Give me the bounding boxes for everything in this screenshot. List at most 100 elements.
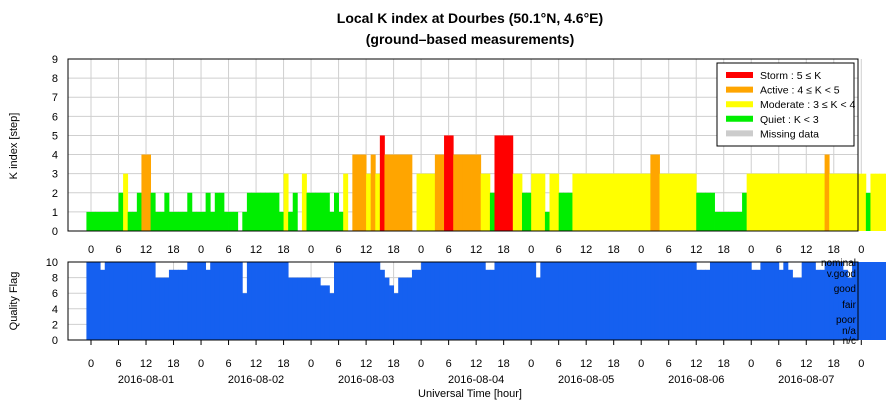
q-y-tick-label: 8 (52, 273, 58, 285)
k-bar (343, 173, 349, 231)
k-x-tick-label: 0 (418, 244, 424, 256)
k-bar (668, 173, 674, 231)
quality-bar (269, 262, 275, 340)
k-bar (659, 173, 665, 231)
quality-bar (210, 262, 216, 340)
quality-bar (457, 262, 463, 340)
k-bar (113, 211, 119, 231)
k-y-tick-label: 4 (52, 150, 58, 162)
k-bar (494, 135, 500, 231)
q-y-tick-label: 0 (52, 335, 58, 347)
quality-bar (178, 269, 184, 340)
q-x-tick-label: 12 (470, 358, 482, 370)
quality-bar (334, 262, 339, 340)
quality-flag-label: v.good (827, 269, 856, 280)
k-bar (201, 211, 207, 231)
quality-bar (237, 262, 243, 340)
k-index-y-axis-label: K index [step] (8, 113, 20, 180)
quality-bar (627, 262, 633, 340)
quality-bar (370, 262, 376, 340)
q-x-tick-label: 6 (336, 358, 342, 370)
legend-label: Active : 4 ≤ K < 5 (760, 85, 840, 97)
quality-bar (361, 262, 367, 340)
q-y-tick-label: 10 (46, 257, 58, 269)
k-bar (118, 192, 124, 231)
k-bar (599, 173, 605, 231)
q-y-tick-label: 6 (52, 288, 58, 300)
q-x-tick-label: 0 (528, 358, 534, 370)
quality-bar (288, 277, 294, 340)
quality-bar (829, 262, 835, 340)
k-bar (810, 173, 816, 231)
k-bar (320, 192, 326, 231)
k-bar (572, 173, 578, 231)
quality-bar (100, 269, 106, 340)
q-x-tick-label: 6 (556, 358, 562, 370)
quality-bar (732, 262, 738, 340)
quality-bar (609, 262, 615, 340)
quality-bar (402, 277, 408, 340)
quality-bar (462, 262, 468, 340)
k-y-tick-label: 7 (52, 92, 58, 104)
q-y-tick-label: 2 (52, 319, 58, 331)
k-bar (563, 192, 569, 231)
k-bar (132, 211, 138, 231)
k-bar (521, 192, 527, 231)
quality-bar (109, 262, 115, 340)
k-bar (879, 173, 885, 231)
quality-bar (278, 262, 284, 340)
quality-bar (214, 262, 220, 340)
date-label: 2016-08-01 (118, 374, 174, 386)
k-y-tick-label: 9 (52, 54, 58, 66)
quality-bar (572, 262, 578, 340)
k-bar (664, 173, 670, 231)
k-bar (434, 154, 440, 231)
k-bar (489, 192, 495, 231)
k-bar (439, 154, 445, 231)
k-bar (219, 192, 225, 231)
k-bar (737, 211, 743, 231)
quality-bar (338, 262, 344, 340)
legend-label: Quiet : K < 3 (760, 114, 819, 126)
k-bar (421, 173, 427, 231)
k-bar (462, 154, 468, 231)
quality-bar (577, 262, 582, 340)
k-bar (393, 154, 399, 231)
quality-bar (599, 262, 605, 340)
quality-bar (242, 293, 248, 340)
quality-bar (159, 277, 165, 340)
quality-bar (787, 269, 793, 340)
quality-bar (847, 277, 853, 340)
k-bar (233, 211, 239, 231)
k-bar (425, 173, 431, 231)
k-x-tick-label: 0 (528, 244, 534, 256)
k-bar (852, 173, 858, 231)
k-bar (274, 192, 280, 231)
k-bar (567, 192, 573, 231)
quality-bar (503, 262, 509, 340)
quality-bar (714, 262, 720, 340)
k-bar (499, 135, 505, 231)
k-bar (792, 173, 798, 231)
k-bar (141, 154, 147, 231)
k-y-tick-label: 0 (52, 226, 58, 238)
quality-flag-label: poor (836, 315, 857, 326)
k-bar (352, 154, 358, 231)
k-bar (746, 173, 752, 231)
k-bar (95, 211, 101, 231)
q-x-tick-label: 0 (88, 358, 94, 370)
k-bar (311, 192, 317, 231)
q-panel-frame (67, 261, 859, 341)
quality-bar (91, 262, 96, 340)
quality-bar (554, 262, 560, 340)
k-bar (164, 192, 170, 231)
quality-bar (191, 262, 197, 340)
quality-bar (613, 262, 619, 340)
k-bar (146, 154, 152, 231)
quality-bar (132, 262, 138, 340)
date-label: 2016-08-06 (668, 374, 724, 386)
k-x-tick-label: 18 (498, 244, 510, 256)
quality-bar (838, 262, 844, 340)
k-bar (526, 192, 532, 231)
